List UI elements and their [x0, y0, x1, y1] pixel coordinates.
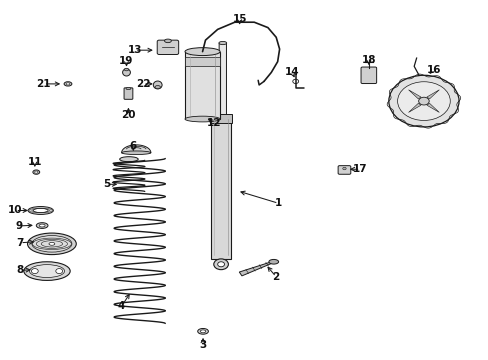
Ellipse shape — [184, 116, 220, 122]
Polygon shape — [407, 103, 420, 112]
Text: 18: 18 — [361, 55, 375, 65]
Ellipse shape — [219, 41, 226, 45]
Text: 2: 2 — [272, 272, 279, 282]
Polygon shape — [239, 261, 274, 276]
Ellipse shape — [32, 235, 72, 252]
Circle shape — [388, 75, 458, 127]
Text: 13: 13 — [127, 45, 142, 55]
Bar — [211, 116, 230, 259]
Polygon shape — [122, 145, 151, 153]
Ellipse shape — [184, 48, 220, 55]
Ellipse shape — [342, 167, 346, 170]
Text: 19: 19 — [119, 56, 133, 66]
Ellipse shape — [120, 157, 138, 162]
Bar — [184, 57, 220, 66]
Ellipse shape — [28, 207, 53, 215]
Text: 9: 9 — [16, 221, 23, 231]
Ellipse shape — [197, 328, 208, 334]
FancyBboxPatch shape — [157, 40, 178, 54]
FancyBboxPatch shape — [337, 166, 350, 174]
Ellipse shape — [64, 82, 72, 86]
Text: 21: 21 — [36, 79, 51, 89]
Text: 5: 5 — [103, 179, 110, 189]
Text: 16: 16 — [426, 64, 440, 75]
Ellipse shape — [49, 242, 55, 245]
Text: 8: 8 — [17, 265, 24, 275]
Text: 7: 7 — [17, 238, 24, 248]
Ellipse shape — [29, 265, 64, 278]
Text: 6: 6 — [129, 141, 137, 151]
FancyBboxPatch shape — [219, 43, 226, 116]
Ellipse shape — [213, 259, 228, 270]
Text: 12: 12 — [206, 118, 221, 128]
Circle shape — [418, 97, 428, 105]
Bar — [210, 114, 231, 123]
Ellipse shape — [39, 224, 45, 227]
Ellipse shape — [66, 83, 70, 85]
Ellipse shape — [200, 330, 205, 333]
Ellipse shape — [36, 223, 48, 228]
Ellipse shape — [126, 87, 131, 90]
Text: 10: 10 — [8, 206, 22, 216]
Ellipse shape — [35, 171, 38, 173]
Text: 14: 14 — [285, 67, 299, 77]
Ellipse shape — [217, 262, 224, 267]
Polygon shape — [407, 90, 420, 99]
Ellipse shape — [155, 86, 160, 89]
Ellipse shape — [122, 151, 151, 154]
Ellipse shape — [24, 262, 70, 280]
Ellipse shape — [27, 233, 76, 255]
Bar — [184, 51, 220, 119]
Ellipse shape — [122, 69, 130, 76]
Ellipse shape — [153, 81, 162, 89]
Text: 22: 22 — [136, 79, 150, 89]
Text: 20: 20 — [121, 111, 136, 121]
Text: 3: 3 — [199, 340, 206, 350]
Text: 17: 17 — [352, 164, 367, 174]
FancyBboxPatch shape — [124, 88, 133, 99]
Ellipse shape — [33, 208, 48, 213]
Circle shape — [31, 269, 38, 274]
FancyBboxPatch shape — [360, 67, 376, 84]
Circle shape — [56, 269, 62, 274]
Ellipse shape — [164, 39, 171, 42]
Text: 11: 11 — [27, 157, 42, 167]
Polygon shape — [426, 90, 438, 99]
Polygon shape — [426, 103, 438, 112]
Ellipse shape — [124, 68, 128, 71]
Ellipse shape — [33, 170, 40, 174]
Text: 15: 15 — [232, 14, 246, 24]
Circle shape — [292, 79, 298, 84]
Ellipse shape — [268, 260, 278, 264]
Text: 4: 4 — [118, 301, 125, 311]
Circle shape — [397, 82, 449, 121]
Text: 1: 1 — [274, 198, 282, 208]
